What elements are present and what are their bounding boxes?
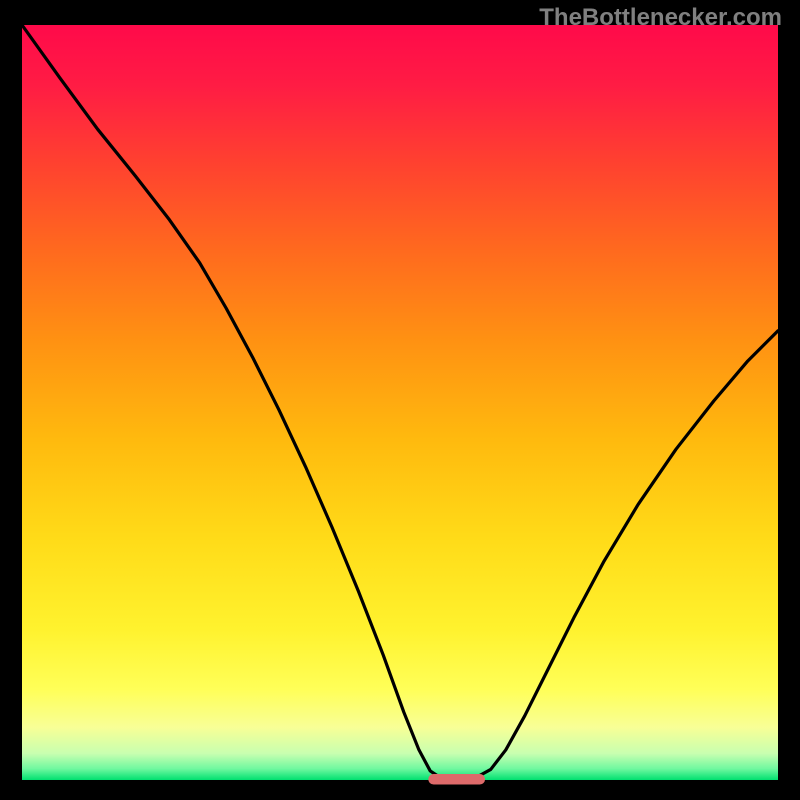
chart-curve-layer — [22, 25, 778, 780]
chart-container: TheBottlenecker.com — [0, 0, 800, 800]
attribution-watermark: TheBottlenecker.com — [539, 4, 782, 32]
plot-area — [22, 25, 778, 780]
optimal-marker — [428, 774, 485, 785]
bottleneck-curve — [22, 25, 778, 779]
